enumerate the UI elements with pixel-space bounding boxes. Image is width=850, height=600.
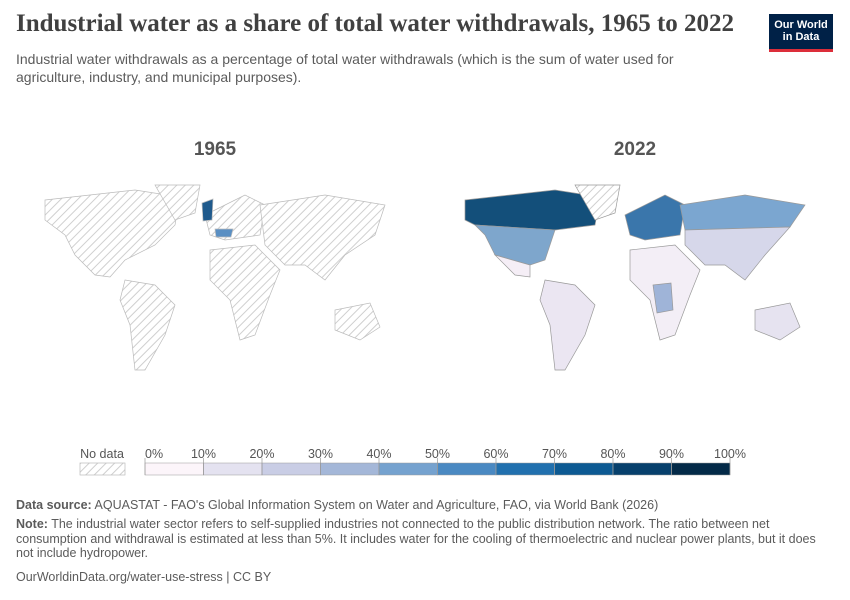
no-data-label: No data [80,447,124,461]
map-title: 1965 [194,139,237,160]
europe[interactable] [624,194,686,241]
note-text: The industrial water sector refers to se… [16,517,816,560]
map-2022 [464,184,806,371]
legend-tick-label: 20% [249,447,274,461]
legend-tick-label: 80% [600,447,625,461]
sweden[interactable] [201,198,214,222]
africa[interactable] [209,244,281,341]
asia[interactable] [259,194,386,281]
legend-tick-label: 100% [714,447,746,461]
south-america[interactable] [539,279,596,371]
logo-line: in Data [782,31,820,43]
legend-swatch [144,462,204,476]
note-label: Note: [16,517,48,531]
legend-tick-label: 10% [191,447,216,461]
legend-swatch [495,462,555,476]
title: Industrial water as a share of total wat… [16,10,735,37]
legend-swatch [554,462,614,476]
legend-tick-label: 40% [366,447,391,461]
greenland[interactable] [574,184,621,221]
url[interactable]: OurWorldinData.org/water-use-stress | CC… [16,570,272,584]
greenland[interactable] [154,184,201,221]
legend-tick-label: 30% [308,447,333,461]
note: Note: The industrial water sector refers… [16,517,836,561]
australia[interactable] [334,302,381,341]
legend-tick-label: 70% [542,447,567,461]
australia[interactable] [754,302,801,341]
legend: No data 0% 10% 20% 30% 40% 50% 60% 70% 80% 90% 100… [79,447,746,476]
legend-swatch [261,462,321,476]
mexico[interactable] [493,254,531,278]
legend-swatch [437,462,497,476]
canada[interactable] [464,189,601,231]
legend-swatch [320,462,380,476]
legend-swatch [671,462,731,476]
legend-tick-label: 50% [425,447,450,461]
legend-tick-label: 90% [659,447,684,461]
north-america[interactable] [44,189,181,278]
legend-swatch [378,462,438,476]
legend-swatch [203,462,263,476]
logo-line: Our World [774,19,828,31]
maps: 1965 2022 No data [44,139,806,476]
map-1965 [44,184,386,371]
europe[interactable] [204,194,266,241]
legend-tick-label: 60% [483,447,508,461]
south-america[interactable] [119,279,176,371]
source-text: AQUASTAT - FAO's Global Information Syst… [94,498,659,512]
usa[interactable] [474,224,556,266]
central-africa[interactable] [652,282,674,314]
no-data-swatch [79,462,126,476]
data-source: Data source: AQUASTAT - FAO's Global Inf… [16,498,836,513]
central-europe[interactable] [214,228,234,238]
asia[interactable] [684,226,791,281]
source-label: Data source: [16,498,92,512]
legend-tick-label: 0% [145,447,163,461]
legend-swatch [612,462,672,476]
russia[interactable] [679,194,806,231]
subtitle: Industrial water withdrawals as a percen… [16,51,674,85]
logo[interactable]: Our World in Data [769,14,833,52]
map-title: 2022 [614,139,656,160]
